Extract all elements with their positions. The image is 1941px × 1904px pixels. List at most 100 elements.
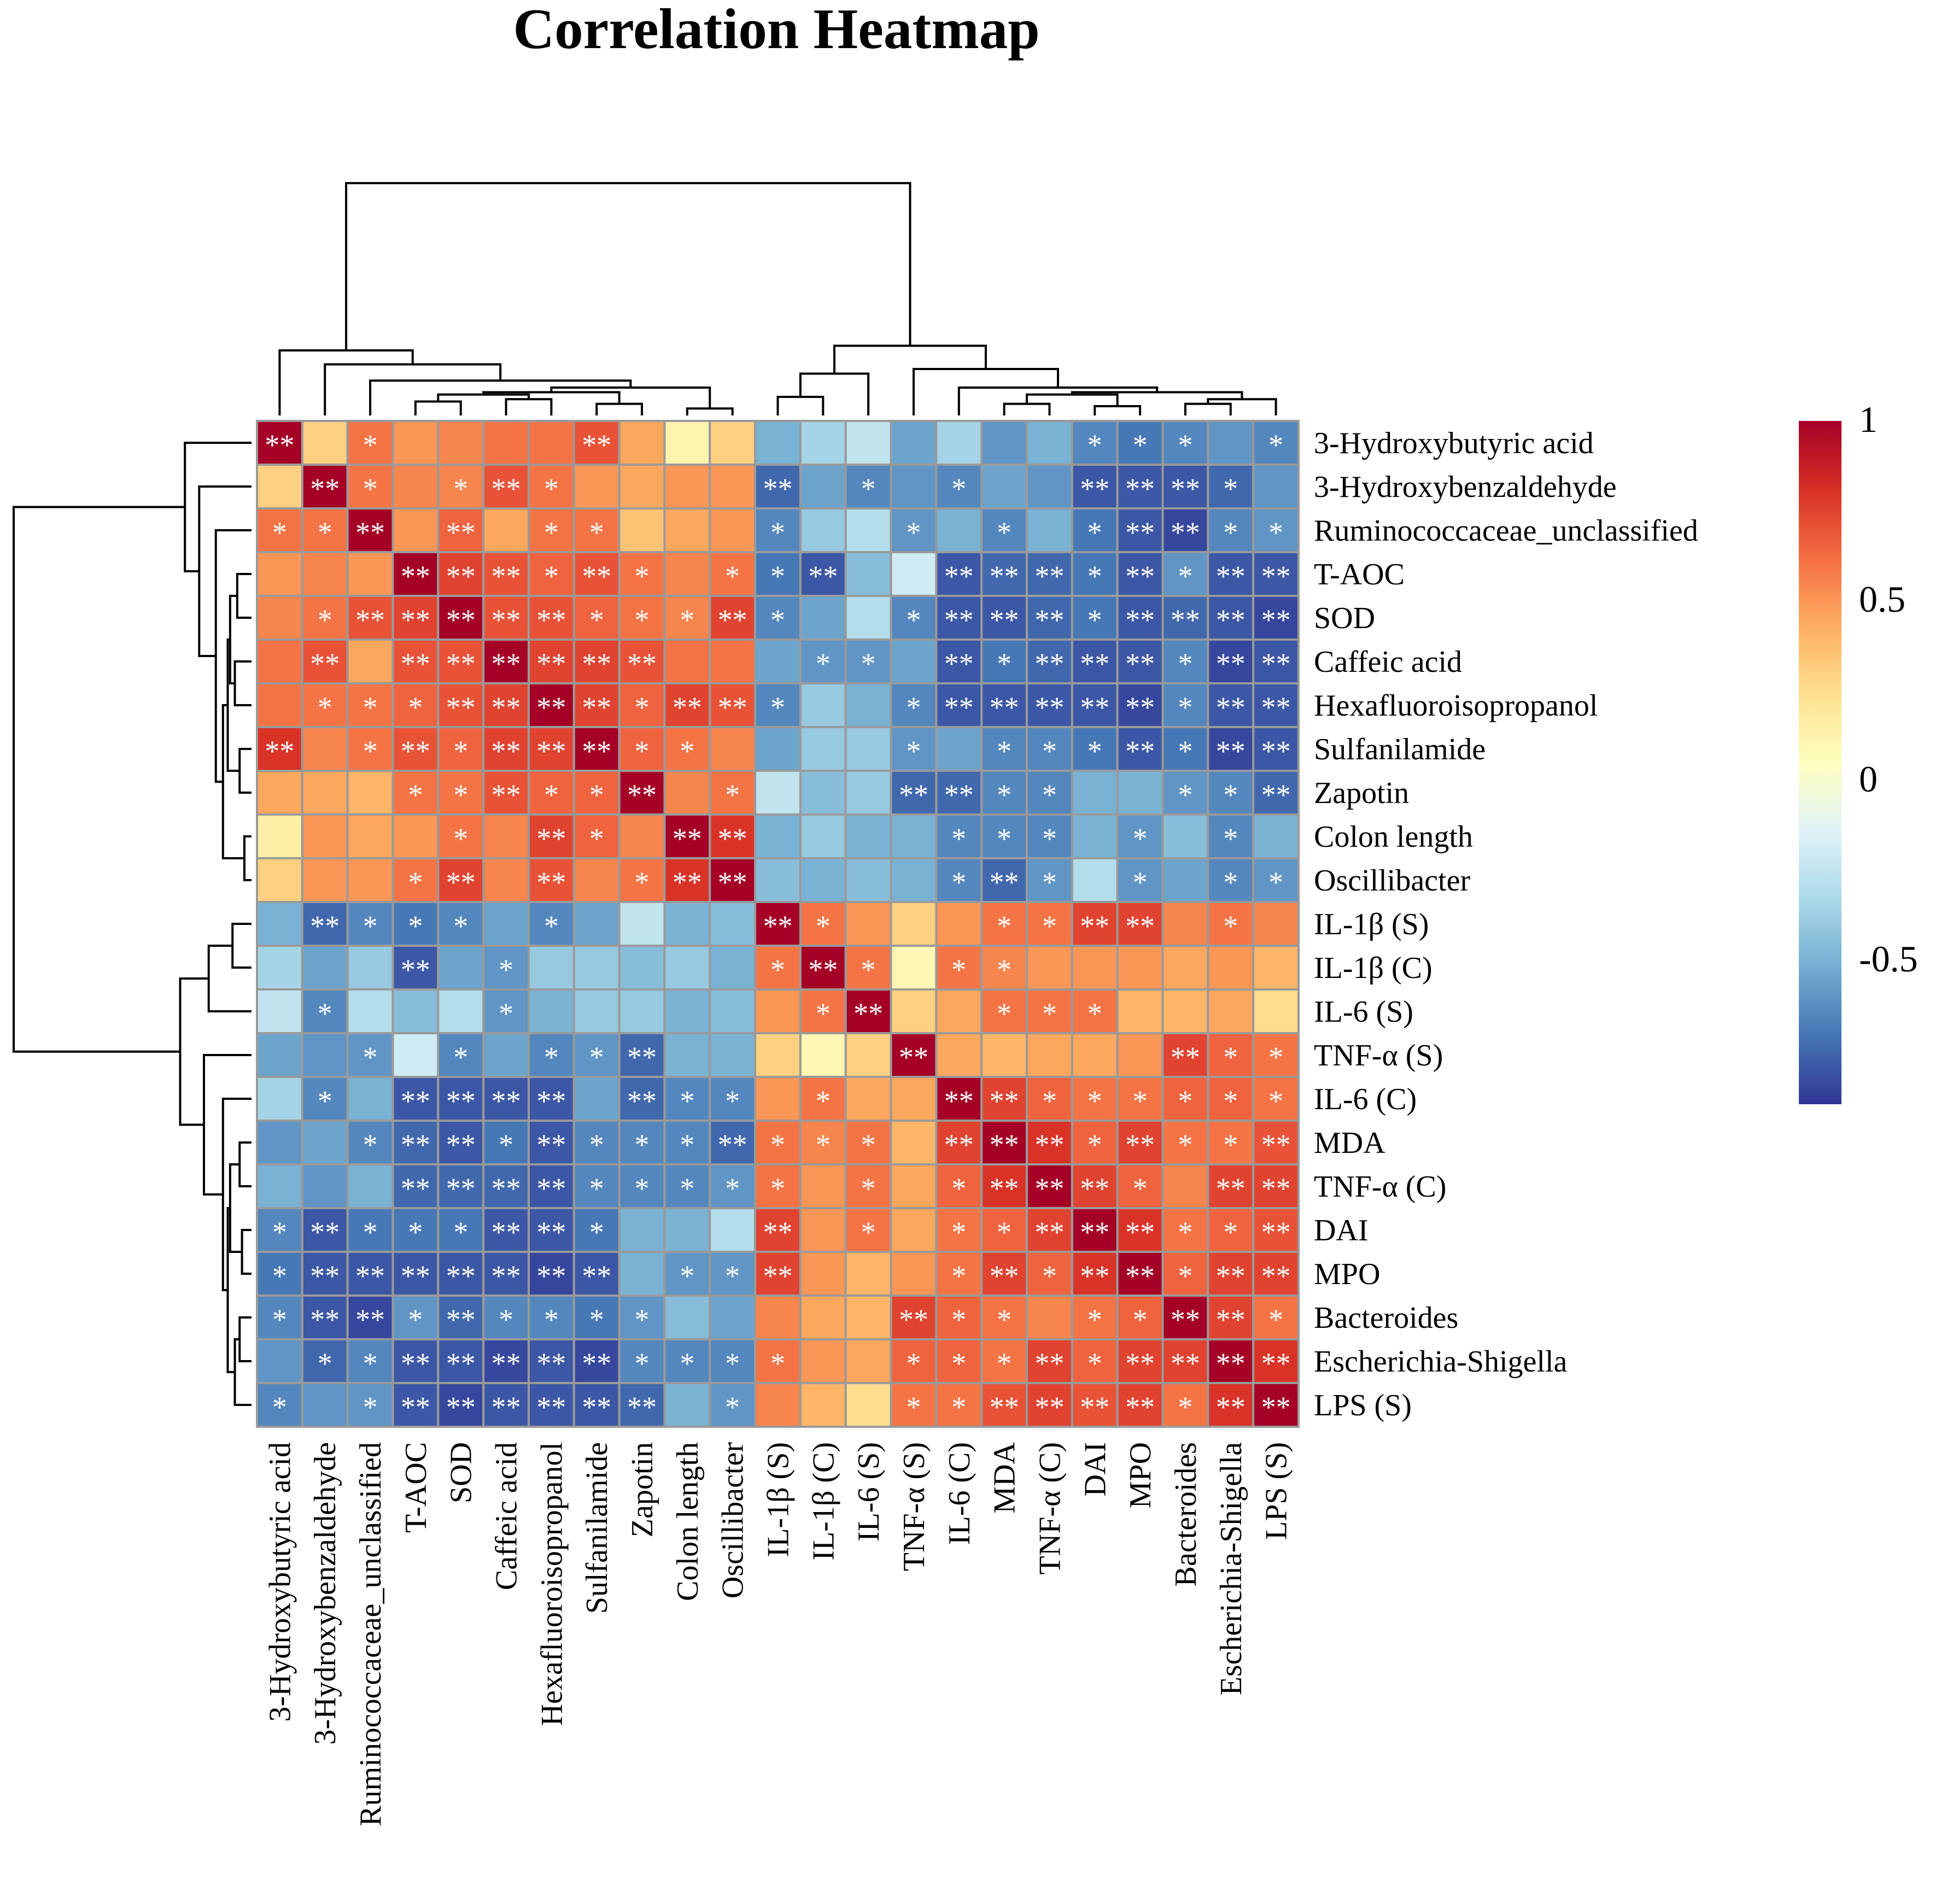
significance-mark: **: [1125, 1391, 1155, 1423]
heatmap-cell: [799, 1382, 847, 1428]
heatmap-cell: [256, 1076, 303, 1122]
significance-mark: **: [1080, 472, 1109, 505]
color-legend: 1 0.5 0 -0.5: [1799, 399, 1918, 1104]
significance-mark: **: [1125, 604, 1155, 636]
significance-mark: *: [408, 778, 423, 811]
significance-mark: **: [582, 1391, 611, 1423]
heatmap-cell: [890, 1382, 938, 1428]
heatmap-cell: [935, 420, 983, 466]
significance-mark: *: [997, 1216, 1012, 1249]
significance-mark: *: [1178, 1259, 1192, 1292]
heatmap-cell: [391, 813, 440, 859]
significance-mark: *: [770, 953, 785, 986]
significance-mark: *: [635, 866, 650, 899]
significance-mark: *: [1223, 822, 1238, 855]
heatmap-cell: [572, 988, 621, 1034]
heatmap-cell: [482, 857, 530, 903]
heatmap-cell: [709, 464, 757, 509]
significance-mark: **: [1125, 516, 1155, 549]
heatmap-cell: [890, 1163, 938, 1209]
significance-mark: **: [446, 1391, 476, 1423]
heatmap-cell: [844, 770, 892, 816]
significance-mark: **: [944, 778, 974, 811]
heatmap-cell: [935, 726, 983, 772]
heatmap-cell: [1026, 1163, 1073, 1209]
heatmap-cell: [754, 857, 802, 903]
significance-mark: *: [997, 1347, 1012, 1380]
significance-mark: **: [1034, 1216, 1064, 1249]
heatmap-cell: [572, 595, 621, 641]
heatmap-cell: [618, 1207, 666, 1253]
heatmap-cell: [346, 595, 394, 641]
heatmap-cell: [1116, 901, 1164, 947]
heatmap-cell: [935, 682, 983, 728]
heatmap-cell: [799, 857, 847, 903]
heatmap-cell: [709, 901, 757, 947]
heatmap-cell: [1207, 945, 1255, 991]
heatmap-cell: [1252, 638, 1300, 684]
heatmap-cell: [618, 726, 666, 772]
significance-mark: *: [1042, 1259, 1057, 1292]
heatmap-cell: [437, 945, 485, 991]
significance-mark: *: [1223, 1041, 1238, 1074]
significance-mark: **: [401, 1172, 430, 1205]
significance-mark: **: [492, 560, 521, 593]
heatmap-cell: [1252, 507, 1300, 553]
heatmap-cell: [618, 988, 666, 1034]
column-label: T-AOC: [399, 1442, 433, 1533]
heatmap-cell: [527, 770, 575, 816]
significance-mark: **: [446, 560, 476, 593]
dendrogram-branch: [1003, 402, 1051, 415]
significance-mark: *: [363, 1391, 378, 1423]
significance-mark: **: [1080, 647, 1109, 680]
significance-mark: *: [1042, 778, 1057, 811]
heatmap-cell: [935, 988, 983, 1034]
heatmap-cell: [1161, 1163, 1209, 1209]
significance-mark: *: [1178, 735, 1192, 768]
significance-mark: *: [951, 822, 966, 855]
heatmap-cell: [527, 945, 575, 991]
significance-mark: *: [1133, 1085, 1148, 1117]
heatmap-cell: [980, 638, 1028, 684]
heatmap-cell: [301, 1163, 349, 1209]
row-dendrogram: [13, 442, 252, 1406]
heatmap-cell: [1207, 595, 1255, 641]
heatmap-cell: [346, 770, 394, 816]
significance-mark: **: [446, 516, 476, 549]
row-label: LPS (S): [1314, 1389, 1412, 1422]
heatmap-cell: [844, 1207, 892, 1253]
significance-mark: *: [589, 1172, 604, 1205]
heatmap-cell: [1207, 420, 1255, 466]
significance-mark: **: [1216, 1347, 1246, 1380]
significance-mark: **: [536, 1085, 566, 1117]
significance-mark: *: [1042, 866, 1057, 899]
significance-mark: *: [1268, 516, 1283, 549]
row-label: Oscillibacter: [1314, 864, 1470, 898]
significance-mark: **: [582, 691, 611, 724]
heatmap-cell: [256, 857, 303, 903]
heatmap-cell: [890, 1338, 938, 1384]
significance-mark: *: [997, 997, 1012, 1030]
significance-mark: *: [318, 604, 332, 636]
column-label: Sulfanilamide: [580, 1442, 614, 1614]
significance-mark: *: [997, 910, 1012, 942]
heatmap-cell: [301, 682, 349, 728]
heatmap-cell: [1207, 1032, 1255, 1078]
significance-mark: **: [582, 1259, 611, 1292]
significance-mark: **: [1216, 647, 1246, 680]
significance-mark: **: [310, 647, 340, 680]
heatmap-cell: [391, 1338, 440, 1384]
significance-mark: *: [453, 1216, 468, 1249]
significance-mark: *: [408, 910, 423, 942]
significance-mark: **: [536, 1128, 566, 1161]
significance-mark: *: [861, 1216, 876, 1249]
heatmap-cell: [890, 1120, 938, 1165]
significance-mark: *: [544, 1041, 559, 1074]
significance-mark: *: [951, 1347, 966, 1380]
significance-mark: *: [997, 1303, 1012, 1336]
significance-mark: **: [1261, 647, 1291, 680]
heatmap-cell: [1026, 1076, 1073, 1122]
significance-mark: **: [536, 604, 566, 636]
significance-mark: *: [951, 1303, 966, 1336]
significance-mark: **: [627, 778, 657, 811]
